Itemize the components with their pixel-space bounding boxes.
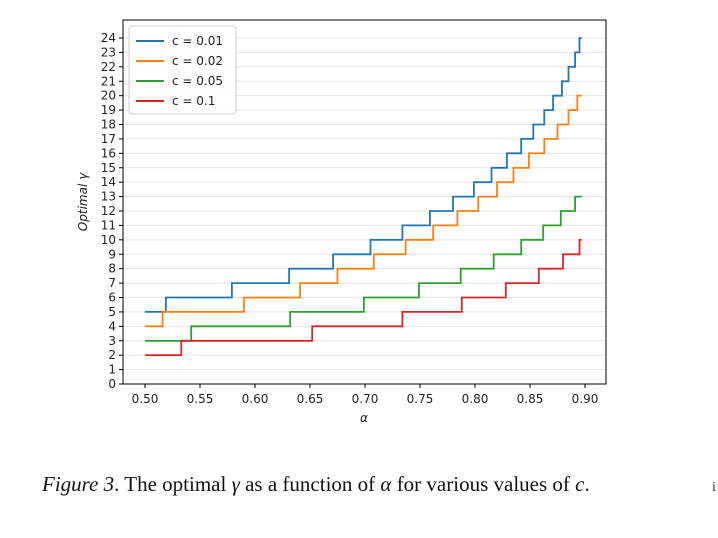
y-tick-label: 0: [108, 377, 116, 391]
y-tick-label: 13: [101, 190, 116, 204]
y-tick-label: 11: [101, 218, 116, 232]
x-axis-ticks: 0.50 0.55 0.60 0.65 0.70 0.75 0.80 0.85 0.90: [132, 384, 599, 406]
y-tick-label: 7: [108, 276, 116, 290]
x-tick-label: 0.70: [352, 392, 379, 406]
x-tick-label: 0.85: [517, 392, 544, 406]
caption-gamma: γ: [231, 472, 240, 496]
legend-label: c = 0.05: [172, 74, 223, 88]
series-line-1: [145, 37, 582, 313]
caption-text-1: The optimal: [119, 472, 232, 496]
series-line-4: [145, 238, 582, 357]
x-tick-label: 0.50: [132, 392, 159, 406]
page-edge-mark: i: [712, 480, 716, 495]
y-tick-label: 1: [108, 363, 116, 377]
caption-label: Figure 3: [42, 472, 115, 496]
series-line-3: [145, 195, 582, 342]
figure-caption: Figure 3. The optimal γ as a function of…: [42, 472, 702, 497]
y-tick-label: 14: [101, 175, 116, 189]
y-tick-label: 21: [101, 74, 116, 88]
series-layer: [145, 37, 582, 357]
y-tick-label: 6: [108, 291, 116, 305]
chart: 0.50 0.55 0.60 0.65 0.70 0.75 0.80 0.85 0.90 012…: [76, 19, 607, 425]
y-axis-label: Optimal γ: [76, 172, 90, 231]
y-tick-label: 24: [101, 31, 116, 45]
y-tick-label: 4: [108, 319, 116, 333]
y-tick-label: 5: [108, 305, 116, 319]
y-tick-label: 10: [101, 233, 116, 247]
y-tick-label: 12: [101, 204, 116, 218]
y-tick-label: 15: [101, 161, 116, 175]
x-tick-label: 0.90: [572, 392, 599, 406]
legend-box: [128, 25, 237, 115]
x-tick-label: 0.80: [462, 392, 489, 406]
x-tick-label: 0.60: [242, 392, 269, 406]
x-axis-label: α: [360, 411, 368, 425]
caption-text-2: as a function of: [239, 472, 381, 496]
legend-label: c = 0.1: [172, 94, 215, 108]
legend-label: c = 0.02: [172, 54, 223, 68]
caption-alpha: α: [380, 472, 392, 496]
y-tick-label: 20: [101, 89, 116, 103]
y-tick-label: 18: [101, 118, 116, 132]
x-tick-label: 0.65: [297, 392, 324, 406]
y-tick-label: 2: [108, 348, 116, 362]
y-tick-label: 16: [101, 146, 116, 160]
legend-label: c = 0.01: [172, 34, 223, 48]
x-tick-label: 0.55: [187, 392, 214, 406]
y-tick-label: 3: [108, 334, 116, 348]
y-tick-label: 22: [101, 60, 116, 74]
y-tick-label: 9: [108, 247, 116, 261]
caption-sep: .: [114, 472, 120, 496]
caption-end: .: [584, 472, 590, 496]
series-line-2: [145, 94, 582, 328]
caption-c: c: [575, 472, 585, 496]
caption-text-3: for various values of: [391, 472, 576, 496]
y-tick-label: 17: [101, 132, 116, 146]
x-tick-label: 0.75: [407, 392, 434, 406]
y-tick-label: 23: [101, 45, 116, 59]
y-tick-label: 19: [101, 103, 116, 117]
legend: c = 0.01 c = 0.02 c = 0.05 c = 0.1: [128, 25, 237, 115]
y-tick-label: 8: [108, 262, 116, 276]
